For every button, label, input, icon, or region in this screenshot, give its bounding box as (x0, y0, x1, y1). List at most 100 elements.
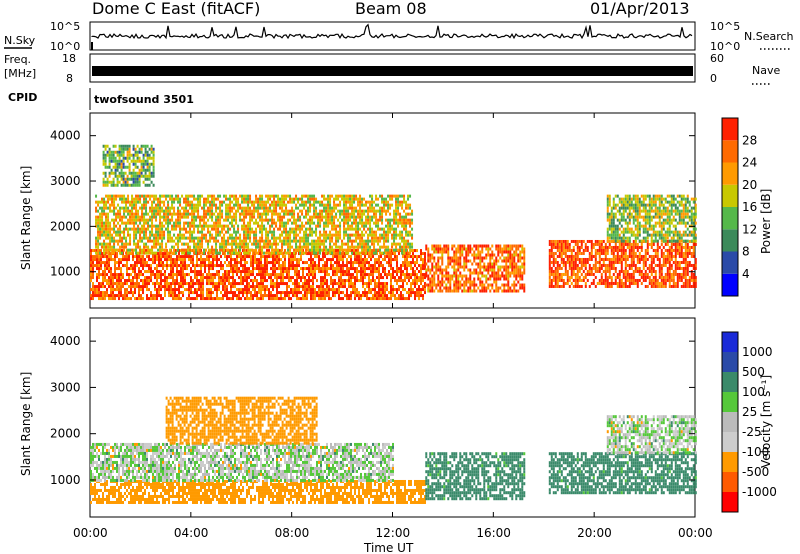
heatmap-cell (188, 273, 190, 277)
heatmap-cell (181, 206, 184, 210)
heatmap-cell (385, 245, 388, 249)
heatmap-cell (375, 221, 378, 225)
heatmap-cell (254, 267, 256, 271)
heatmap-cell (193, 212, 196, 216)
heatmap-cell (441, 268, 444, 272)
heatmap-cell (337, 197, 340, 201)
heatmap-cell (461, 247, 464, 251)
heatmap-cell (390, 294, 392, 298)
heatmap-cell (199, 218, 202, 222)
heatmap-cell (243, 251, 246, 255)
heatmap-cell (388, 270, 390, 274)
heatmap-cell (390, 264, 392, 268)
heatmap-cell (292, 282, 294, 286)
heatmap-cell (225, 206, 228, 210)
heatmap-cell (277, 242, 280, 246)
heatmap-cell (185, 230, 188, 234)
heatmap-cell (143, 245, 146, 249)
heatmap-cell (380, 285, 382, 289)
heatmap-cell (270, 261, 272, 265)
heatmap-cell (128, 273, 130, 277)
heatmap-cell (325, 245, 328, 249)
heatmap-cell (165, 221, 168, 225)
heatmap-cell (453, 280, 456, 284)
heatmap-cell (451, 265, 454, 269)
heatmap-cell (293, 212, 296, 216)
heatmap-cell (132, 177, 135, 181)
heatmap-cell (316, 291, 318, 295)
heatmap-cell (357, 242, 360, 246)
heatmap-cell (356, 249, 358, 253)
heatmap-cell (437, 289, 440, 293)
heatmap-cell (212, 264, 214, 268)
heatmap-cell (159, 245, 162, 249)
heatmap-cell (351, 203, 354, 207)
heatmap-cell (245, 197, 248, 201)
heatmap-cell (95, 206, 98, 210)
heatmap-cell (275, 224, 278, 228)
heatmap-cell (371, 194, 374, 198)
heatmap-cell (201, 242, 204, 246)
heatmap-cell (92, 273, 94, 277)
heatmap-cell (142, 165, 145, 169)
heatmap-cell (95, 236, 98, 240)
heatmap-cell (173, 221, 176, 225)
heatmap-cell (230, 288, 232, 292)
heatmap-cell (467, 268, 470, 272)
heatmap-cell (201, 206, 204, 210)
heatmap-cell (305, 233, 308, 237)
heatmap-cell (331, 227, 334, 231)
heatmap-cell (214, 282, 216, 286)
heatmap-cell (408, 291, 410, 295)
heatmap-cell (411, 245, 414, 249)
heatmap-cell (226, 288, 228, 292)
heatmap-cell (152, 162, 155, 166)
heatmap-cell (389, 221, 392, 225)
heatmap-cell (99, 227, 102, 231)
heatmap-cell (276, 288, 278, 292)
heatmap-cell (137, 209, 140, 213)
heatmap-cell (196, 294, 198, 298)
heatmap-cell (374, 267, 376, 271)
heatmap-cell (201, 251, 204, 255)
heatmap-cell (164, 279, 166, 283)
heatmap-cell (183, 212, 186, 216)
heatmap-cell (362, 258, 364, 262)
heatmap-cell (306, 267, 308, 271)
heatmap-cell (257, 221, 260, 225)
heatmap-cell (132, 255, 134, 259)
heatmap-cell (120, 279, 122, 283)
heatmap-cell (174, 279, 176, 283)
heatmap-cell (370, 264, 372, 268)
heatmap-cell (394, 255, 396, 259)
heatmap-cell (113, 194, 116, 198)
heatmap-cell (146, 297, 148, 301)
heatmap-cell (98, 291, 100, 295)
heatmap-cell (252, 288, 254, 292)
heatmap-cell (350, 264, 352, 268)
heatmap-cell (105, 206, 108, 210)
heatmap-cell (293, 251, 296, 255)
heatmap-cell (422, 279, 424, 283)
heatmap-cell (150, 267, 152, 271)
heatmap-cell (372, 288, 374, 292)
heatmap-cell (331, 245, 334, 249)
heatmap-cell (374, 294, 376, 298)
heatmap-cell (163, 230, 166, 234)
heatmap-cell (216, 261, 218, 265)
heatmap-cell (283, 209, 286, 213)
heatmap-cell (90, 288, 92, 292)
heatmap-cell (459, 265, 462, 269)
heatmap-cell (120, 261, 122, 265)
heatmap-cell (406, 276, 408, 280)
heatmap-cell (272, 273, 274, 277)
heatmap-cell (226, 297, 228, 301)
heatmap-cell (400, 264, 402, 268)
heatmap-cell (367, 248, 370, 252)
heatmap-cell (373, 242, 376, 246)
heatmap-cell (384, 249, 386, 253)
heatmap-cell (465, 280, 468, 284)
heatmap-cell (106, 294, 108, 298)
heatmap-cell (293, 221, 296, 225)
heatmap-cell (259, 242, 262, 246)
